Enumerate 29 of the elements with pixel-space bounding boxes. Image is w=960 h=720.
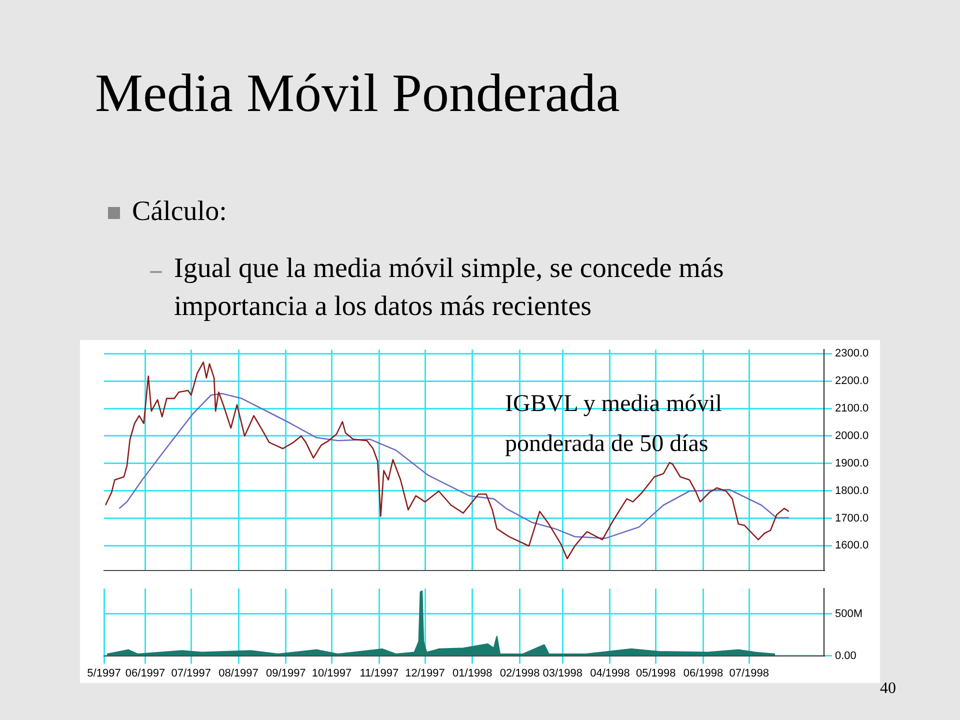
x-tick-label: 5/1997 [87, 667, 121, 680]
y-tick-label: 1800.0 [835, 484, 869, 497]
x-tick-label: 04/1998 [590, 667, 630, 680]
x-tick-label: 01/1998 [452, 667, 492, 680]
y-tick-label: 0.00 [835, 650, 856, 662]
y-tick-label: 1900.0 [835, 457, 869, 470]
chart-title: Media Móvil Ponderada [95, 62, 620, 124]
text: Igual que la media móvil simple, se concede más importancia a los datos más recientes [174, 252, 725, 324]
x-tick-label: 06/1997 [125, 667, 166, 680]
x-tick-label: 07/1998 [729, 667, 769, 680]
x-tick-label: 03/1998 [542, 667, 582, 680]
x-tick-label: 12/1997 [405, 667, 445, 680]
x-tick-label: 05/1998 [636, 667, 676, 680]
x-tick-label: 10/1997 [312, 667, 352, 680]
x-tick-label: 08/1997 [218, 667, 258, 680]
y-tick-label: 1600.0 [835, 540, 869, 552]
text: Cálculo: [132, 196, 227, 228]
x-tick-label: 09/1997 [266, 667, 306, 680]
y-tick-label: 2100.0 [835, 402, 869, 415]
y-tick-label: 1700.0 [835, 512, 869, 524]
x-tick-label: 11/1997 [360, 667, 399, 680]
y-tick-label: 500M [835, 608, 863, 620]
x-tick-label: 07/1997 [171, 667, 212, 680]
y-tick-label: 2200.0 [835, 375, 869, 388]
y-tick-label: 2000.0 [835, 430, 869, 442]
y-tick-label: 2300.0 [835, 348, 869, 360]
x-tick-label: 02/1998 [500, 667, 540, 680]
x-tick-label: 06/1998 [683, 667, 724, 680]
text: 40 [880, 680, 896, 698]
